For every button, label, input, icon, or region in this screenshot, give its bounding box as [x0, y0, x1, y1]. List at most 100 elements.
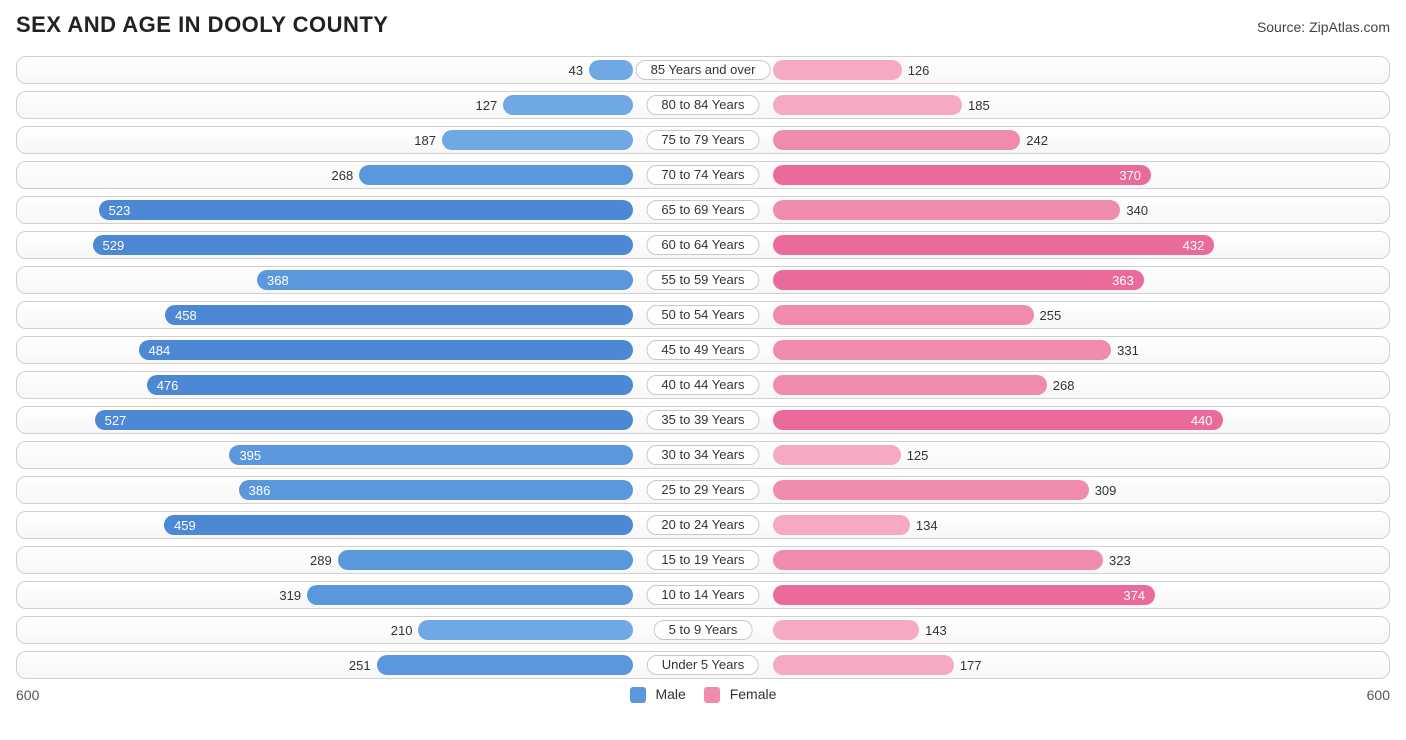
chart-source: Source: ZipAtlas.com — [1257, 19, 1390, 35]
male-bar: 368 — [257, 270, 633, 290]
male-bar: 289 — [338, 550, 633, 570]
age-category-label: Under 5 Years — [647, 655, 759, 675]
pyramid-row: 368 363 55 to 59 Years — [16, 266, 1390, 294]
legend-label-female: Female — [730, 686, 777, 702]
female-value: 340 — [1126, 203, 1148, 218]
male-value: 43 — [569, 63, 583, 78]
male-bar: 386 — [239, 480, 633, 500]
male-bar: 268 — [359, 165, 633, 185]
age-category-label: 50 to 54 Years — [646, 305, 759, 325]
female-bar: 242 — [773, 130, 1020, 150]
female-bar: 432 — [773, 235, 1214, 255]
pyramid-row: 52334065 to 69 Years — [16, 196, 1390, 224]
male-bar: 187 — [442, 130, 633, 150]
chart-title: SEX AND AGE IN DOOLY COUNTY — [16, 12, 388, 38]
female-value: 125 — [907, 448, 929, 463]
pyramid-row: 476 268 40 to 44 Years — [16, 371, 1390, 399]
male-value: 268 — [332, 168, 354, 183]
male-value: 127 — [476, 98, 498, 113]
age-category-label: 80 to 84 Years — [646, 95, 759, 115]
female-value: 268 — [1053, 378, 1075, 393]
male-bar: 484 — [139, 340, 633, 360]
female-bar: 126 — [773, 60, 902, 80]
chart-legend: Male Female — [630, 686, 777, 703]
age-category-label: 75 to 79 Years — [646, 130, 759, 150]
female-value: 177 — [960, 658, 982, 673]
female-value: 126 — [908, 63, 930, 78]
female-bar: 363 — [773, 270, 1144, 290]
male-bar: 395 — [229, 445, 633, 465]
age-category-label: 20 to 24 Years — [646, 515, 759, 535]
female-bar: 309 — [773, 480, 1089, 500]
male-value: 210 — [391, 623, 413, 638]
pyramid-row: 458 255 50 to 54 Years — [16, 301, 1390, 329]
female-bar: 370 — [773, 165, 1151, 185]
female-bar: 177 — [773, 655, 954, 675]
age-category-label: 55 to 59 Years — [646, 270, 759, 290]
chart-header: SEX AND AGE IN DOOLY COUNTY Source: ZipA… — [16, 12, 1390, 38]
pyramid-row: 527 440 35 to 39 Years — [16, 406, 1390, 434]
legend-item-female: Female — [704, 686, 777, 703]
pyramid-row: 529 432 60 to 64 Years — [16, 231, 1390, 259]
male-bar: 319 — [307, 585, 633, 605]
age-category-label: 30 to 34 Years — [646, 445, 759, 465]
male-bar: 458 — [165, 305, 633, 325]
age-category-label: 45 to 49 Years — [646, 340, 759, 360]
pyramid-row: 484 331 45 to 49 Years — [16, 336, 1390, 364]
female-value: 134 — [916, 518, 938, 533]
female-bar: 374 — [773, 585, 1155, 605]
pyramid-row: 127 185 80 to 84 Years — [16, 91, 1390, 119]
male-bar: 529 — [93, 235, 633, 255]
male-swatch-icon — [630, 687, 646, 703]
age-category-label: 35 to 39 Years — [646, 410, 759, 430]
age-category-label: 25 to 29 Years — [646, 480, 759, 500]
female-value: 323 — [1109, 553, 1131, 568]
male-value: 319 — [279, 588, 301, 603]
age-category-label: 5 to 9 Years — [654, 620, 753, 640]
female-value: 331 — [1117, 343, 1139, 358]
female-bar: 268 — [773, 375, 1047, 395]
female-value: 143 — [925, 623, 947, 638]
age-category-label: 15 to 19 Years — [646, 550, 759, 570]
pyramid-row: 251 177 Under 5 Years — [16, 651, 1390, 679]
age-category-label: 60 to 64 Years — [646, 235, 759, 255]
male-value: 187 — [414, 133, 436, 148]
female-bar: 340 — [773, 200, 1120, 220]
female-bar: 255 — [773, 305, 1034, 325]
age-category-label: 85 Years and over — [636, 60, 771, 80]
age-category-label: 40 to 44 Years — [646, 375, 759, 395]
female-bar: 143 — [773, 620, 919, 640]
age-category-label: 65 to 69 Years — [646, 200, 759, 220]
female-swatch-icon — [704, 687, 720, 703]
female-bar: 323 — [773, 550, 1103, 570]
axis-max-left: 600 — [16, 687, 39, 703]
pyramid-row: 268 370 70 to 74 Years — [16, 161, 1390, 189]
male-bar: 476 — [147, 375, 633, 395]
legend-item-male: Male — [630, 686, 686, 703]
male-bar: 251 — [377, 655, 633, 675]
female-bar: 440 — [773, 410, 1223, 430]
age-category-label: 70 to 74 Years — [646, 165, 759, 185]
male-value: 289 — [310, 553, 332, 568]
male-value: 251 — [349, 658, 371, 673]
male-bar: 210 — [418, 620, 633, 640]
male-bar: 459 — [164, 515, 633, 535]
pyramid-row: 319 374 10 to 14 Years — [16, 581, 1390, 609]
female-value: 255 — [1040, 308, 1062, 323]
male-bar: 127 — [503, 95, 633, 115]
female-value: 185 — [968, 98, 990, 113]
pyramid-row: 386 309 25 to 29 Years — [16, 476, 1390, 504]
female-bar: 125 — [773, 445, 901, 465]
pyramid-row: 210 143 5 to 9 Years — [16, 616, 1390, 644]
pyramid-row: 459 134 20 to 24 Years — [16, 511, 1390, 539]
male-bar: 43 — [589, 60, 633, 80]
pyramid-row: 395 125 30 to 34 Years — [16, 441, 1390, 469]
age-category-label: 10 to 14 Years — [646, 585, 759, 605]
female-value: 242 — [1026, 133, 1048, 148]
population-pyramid-chart: 4312685 Years and over12718580 to 84 Yea… — [16, 56, 1390, 679]
female-bar: 134 — [773, 515, 910, 535]
pyramid-row: 187 242 75 to 79 Years — [16, 126, 1390, 154]
female-bar: 331 — [773, 340, 1111, 360]
chart-footer: 600 Male Female 600 — [16, 686, 1390, 703]
male-bar: 527 — [95, 410, 633, 430]
